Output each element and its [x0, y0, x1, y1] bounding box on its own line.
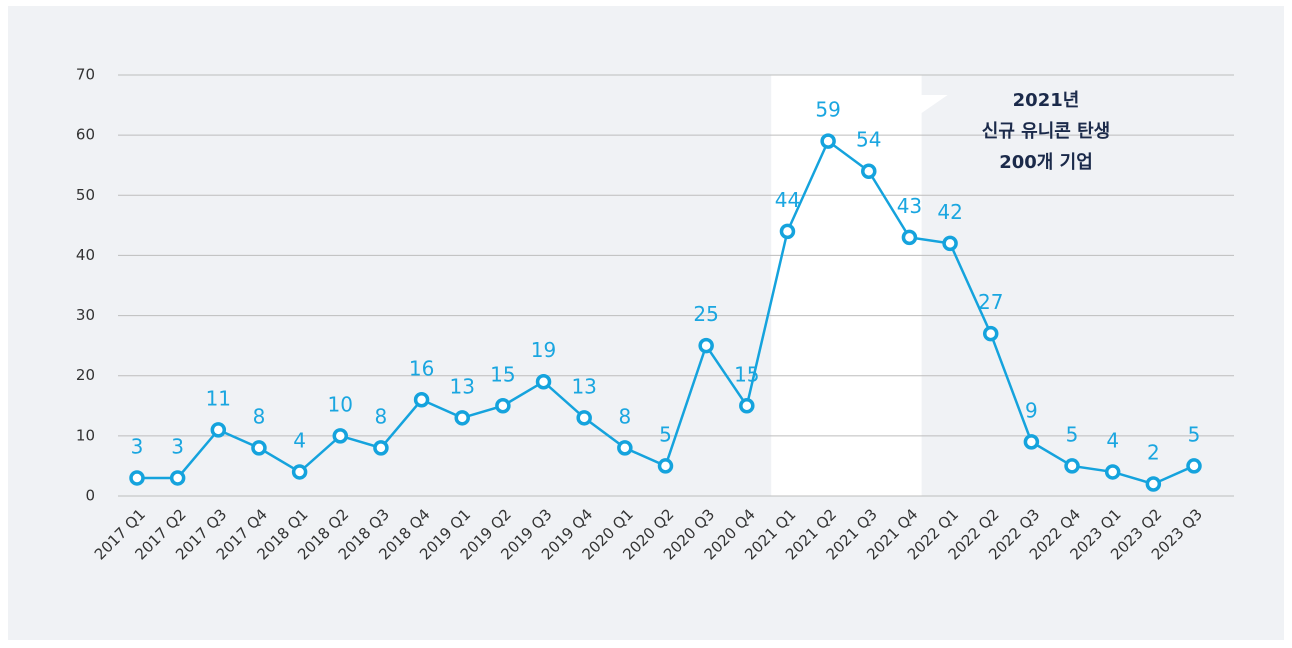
value-label: 42 [937, 200, 962, 224]
value-label: 44 [775, 188, 800, 212]
point [942, 235, 958, 252]
y-tick-label: 10 [76, 426, 95, 444]
point [982, 325, 999, 342]
point [1064, 458, 1080, 474]
point [617, 440, 633, 456]
value-label: 3 [131, 434, 144, 458]
value-label: 13 [571, 374, 596, 398]
value-label: 3 [171, 434, 184, 458]
value-label: 15 [490, 362, 515, 386]
value-label: 5 [1066, 422, 1079, 446]
point [129, 470, 145, 486]
point [291, 464, 308, 480]
annotation: 신규 유니콘 탄생 [982, 121, 1110, 142]
point [861, 163, 877, 179]
value-label: 8 [375, 404, 388, 428]
value-label: 27 [978, 290, 1003, 314]
point [454, 410, 470, 426]
point [169, 470, 186, 486]
point [1023, 434, 1040, 450]
y-tick-label: 70 [76, 66, 95, 84]
point [820, 133, 836, 149]
y-tick-label: 40 [76, 246, 95, 264]
point [901, 229, 918, 246]
annotation: 2021년 [1013, 90, 1080, 111]
value-label: 19 [531, 338, 556, 362]
point [779, 223, 796, 240]
panel [8, 6, 1284, 640]
point [495, 398, 511, 414]
value-label: 4 [1106, 428, 1119, 452]
y-tick-label: 60 [76, 126, 95, 144]
value-label: 8 [253, 404, 266, 428]
y-tick-label: 0 [85, 487, 95, 505]
value-label: 59 [815, 98, 840, 122]
point [1145, 476, 1162, 492]
value-label: 5 [1188, 422, 1201, 446]
value-label: 2 [1147, 440, 1160, 464]
value-label: 25 [693, 302, 718, 326]
value-label: 11 [206, 386, 231, 410]
point [657, 458, 674, 474]
value-label: 54 [856, 128, 881, 152]
value-label: 10 [328, 392, 353, 416]
point [1186, 458, 1202, 474]
value-label: 13 [450, 374, 475, 398]
value-label: 43 [897, 194, 922, 218]
point [210, 422, 227, 438]
value-label: 9 [1025, 398, 1038, 422]
value-label: 4 [293, 428, 306, 452]
point [535, 373, 552, 390]
point [1104, 464, 1121, 480]
y-tick-label: 50 [76, 186, 95, 204]
point [698, 337, 714, 354]
y-tick-label: 30 [76, 306, 95, 324]
point [332, 428, 349, 444]
y-tick-label: 20 [76, 366, 95, 384]
point [413, 392, 430, 408]
annotation: 200개 기업 [999, 152, 1093, 173]
value-label: 8 [618, 404, 631, 428]
point [576, 410, 592, 426]
value-label: 15 [734, 362, 759, 386]
highlight-band [771, 75, 948, 496]
point [739, 398, 755, 414]
point [373, 440, 389, 456]
point [251, 440, 267, 456]
value-label: 5 [659, 422, 672, 446]
value-label: 16 [409, 356, 434, 380]
